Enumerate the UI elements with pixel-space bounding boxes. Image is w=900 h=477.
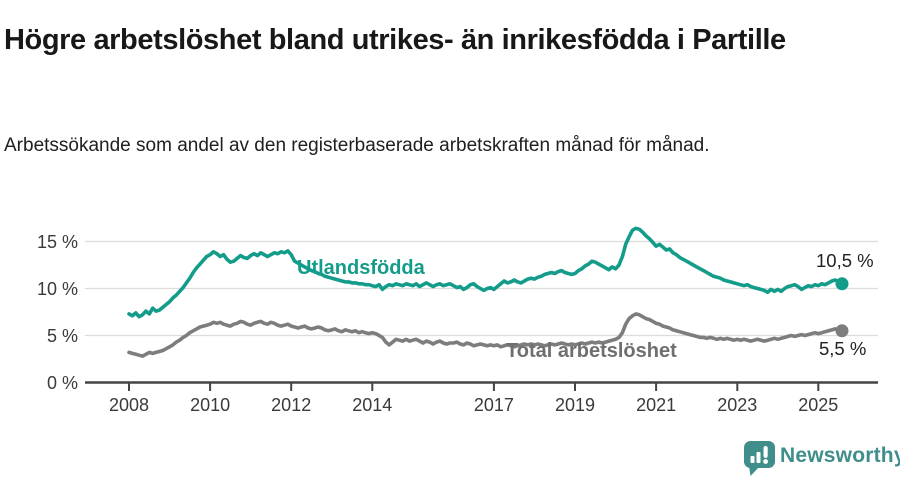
series-line-utlandsfodda: [127, 226, 844, 319]
x-tick-label-2025: 2025: [798, 395, 838, 415]
end-value-label-total-arbetsloshet: 5,5 %: [819, 338, 867, 359]
y-tick-label-5: 5 %: [47, 326, 78, 346]
x-tick-label-2017: 2017: [474, 395, 514, 415]
newsworthy-logo-icon: [744, 441, 775, 476]
newsworthy-brand-name: Newsworthy: [780, 444, 900, 467]
x-tick-label-2023: 2023: [717, 395, 757, 415]
series-end-dot-total-arbetsloshet: [835, 324, 849, 338]
series-line-total-arbetsloshet: [127, 312, 844, 359]
x-tick-label-2010: 2010: [190, 395, 230, 415]
x-tick-label-2014: 2014: [352, 395, 392, 415]
series-label-utlandsfodda: Utlandsfödda: [297, 257, 425, 279]
x-tick-label-2019: 2019: [555, 395, 595, 415]
series-label-total-arbetsloshet: Total arbetslöshet: [506, 340, 677, 362]
y-tick-label-0: 0 %: [47, 373, 78, 393]
page-title: Högre arbetslöshet bland utrikes- än inr…: [4, 24, 786, 57]
series-end-dot-utlandsfodda: [835, 277, 849, 291]
x-tick-label-2021: 2021: [636, 395, 676, 415]
x-tick-label-2008: 2008: [109, 395, 149, 415]
y-tick-label-10: 10 %: [37, 279, 78, 299]
x-tick-label-2012: 2012: [271, 395, 311, 415]
y-tick-label-15: 15 %: [37, 232, 78, 252]
chart-subtitle: Arbetssökande som andel av den registerb…: [4, 135, 710, 156]
end-value-label-utlandsfodda: 10,5 %: [816, 250, 874, 271]
